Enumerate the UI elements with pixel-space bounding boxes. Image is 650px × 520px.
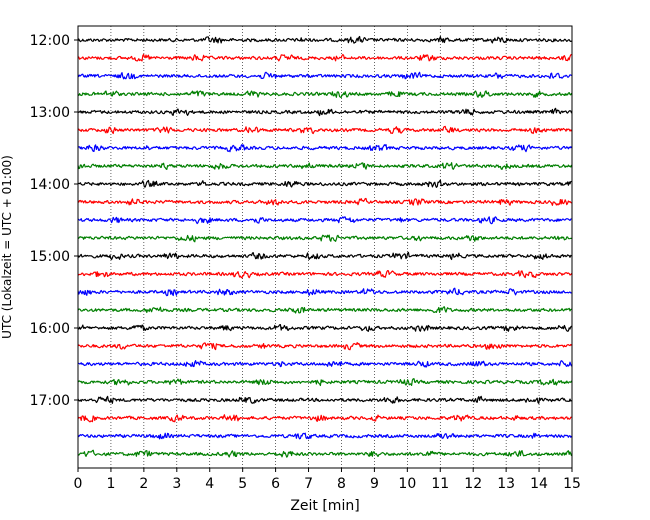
- x-tick-label: 7: [304, 476, 313, 492]
- y-tick-label: 17:00: [30, 393, 70, 409]
- x-tick-label: 3: [172, 476, 181, 492]
- y-axis: 12:00 13:00 14:00 15:00 16:00 17:00: [30, 33, 78, 409]
- x-tick-label: 14: [530, 476, 548, 492]
- traces: [77, 35, 573, 458]
- x-tick-label: 9: [370, 476, 379, 492]
- trace-line: [77, 251, 572, 261]
- trace-line: [77, 197, 572, 206]
- x-tick-label: 15: [563, 476, 581, 492]
- trace-line: [77, 269, 573, 279]
- y-tick-label: 15:00: [30, 249, 70, 265]
- trace-line: [77, 234, 572, 243]
- y-tick-label: 14:00: [30, 177, 70, 193]
- y-tick-label: 16:00: [30, 321, 70, 337]
- plot-frame: [77, 25, 573, 469]
- trace-line: [77, 162, 573, 171]
- trace-line: [77, 35, 572, 44]
- trace-line: [77, 53, 572, 62]
- trace-line: [77, 360, 573, 368]
- x-tick-label: 2: [139, 476, 148, 492]
- trace-line: [77, 324, 573, 332]
- trace-line: [77, 107, 573, 117]
- trace-line: [77, 216, 572, 225]
- trace-line: [77, 378, 573, 387]
- trace-line: [77, 125, 573, 135]
- x-tick-label: 0: [74, 476, 83, 492]
- x-axis-label: Zeit [min]: [290, 498, 359, 514]
- trace-line: [77, 414, 572, 423]
- trace-line: [77, 71, 572, 80]
- y-axis-label: UTC (Lokalzeit = UTC + 01:00): [0, 155, 14, 339]
- trace-line: [77, 306, 572, 314]
- y-tick-label: 12:00: [30, 33, 70, 49]
- x-tick-label: 13: [497, 476, 515, 492]
- trace-line: [77, 449, 573, 458]
- trace-line: [77, 342, 573, 351]
- x-tick-label: 5: [238, 476, 247, 492]
- trace-line: [77, 179, 572, 188]
- x-tick-label: 10: [398, 476, 416, 492]
- trace-line: [77, 90, 573, 99]
- x-tick-label: 6: [271, 476, 280, 492]
- x-tick-label: 1: [106, 476, 115, 492]
- x-tick-label: 8: [337, 476, 346, 492]
- x-tick-label: 12: [464, 476, 482, 492]
- x-tick-label: 4: [205, 476, 214, 492]
- trace-line: [77, 432, 573, 440]
- x-tick-label: 11: [431, 476, 449, 492]
- trace-line: [77, 143, 573, 153]
- y-tick-label: 13:00: [30, 105, 70, 121]
- trace-line: [77, 287, 572, 297]
- trace-line: [77, 395, 572, 404]
- x-axis: 0 1 2 3 4 5 6 7 8 9 10 11 12 13 14 15: [74, 468, 581, 492]
